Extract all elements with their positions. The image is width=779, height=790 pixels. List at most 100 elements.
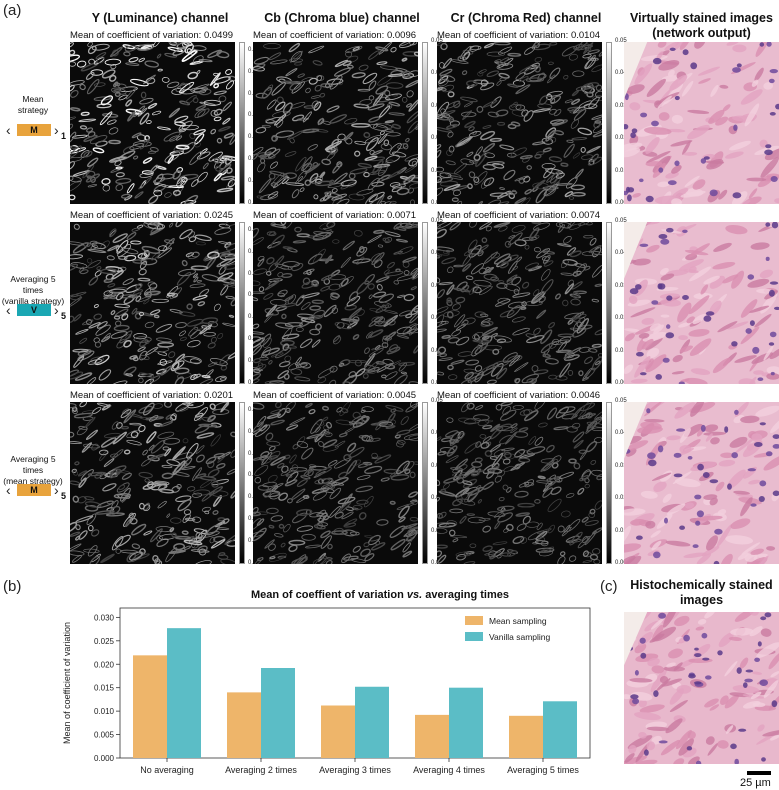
texture-stroke bbox=[345, 137, 353, 145]
texture-stroke bbox=[139, 112, 150, 125]
tissue-fiber bbox=[624, 328, 640, 332]
texture-stroke bbox=[133, 333, 148, 340]
colorbar bbox=[422, 222, 428, 384]
texture-stroke bbox=[290, 101, 306, 109]
nucleus bbox=[655, 374, 662, 380]
texture-stroke bbox=[132, 289, 144, 295]
texture-stroke bbox=[589, 508, 596, 515]
texture-stroke bbox=[286, 424, 299, 431]
nucleus bbox=[772, 490, 779, 497]
tissue-fiber bbox=[665, 171, 679, 179]
texture-stroke bbox=[275, 305, 288, 312]
tissue-fiber bbox=[748, 376, 757, 384]
tissue-fiber bbox=[740, 496, 753, 517]
nucleus bbox=[660, 238, 670, 245]
texture-stroke bbox=[174, 535, 191, 540]
texture-stroke bbox=[296, 494, 309, 504]
texture-stroke bbox=[110, 468, 122, 478]
texture-stroke bbox=[385, 271, 404, 277]
nucleus bbox=[717, 650, 723, 656]
texture-stroke bbox=[462, 49, 474, 55]
texture-stroke bbox=[198, 548, 207, 556]
nucleus bbox=[700, 424, 706, 432]
texture-stroke bbox=[253, 336, 262, 343]
texture-stroke bbox=[230, 298, 235, 307]
texture-stroke bbox=[70, 42, 74, 48]
texture-stroke bbox=[131, 307, 138, 315]
texture-stroke bbox=[183, 545, 191, 550]
channel-texture bbox=[70, 42, 235, 204]
texture-stroke bbox=[409, 471, 416, 479]
texture-stroke bbox=[329, 365, 338, 373]
column-title-cb: Cb (Chroma blue) channel bbox=[264, 11, 420, 25]
texture-stroke bbox=[586, 420, 598, 432]
texture-stroke bbox=[160, 365, 173, 376]
texture-stroke bbox=[356, 499, 369, 505]
texture-stroke bbox=[170, 517, 182, 524]
texture-stroke bbox=[546, 444, 555, 453]
texture-stroke bbox=[283, 523, 291, 533]
texture-stroke bbox=[370, 253, 382, 263]
texture-stroke bbox=[337, 133, 346, 141]
texture-stroke bbox=[255, 127, 267, 134]
texture-stroke bbox=[314, 426, 321, 433]
texture-stroke bbox=[201, 490, 215, 502]
texture-stroke bbox=[577, 535, 591, 549]
texture-stroke bbox=[290, 51, 303, 62]
texture-stroke bbox=[486, 51, 505, 57]
texture-stroke bbox=[216, 137, 223, 144]
texture-stroke bbox=[362, 373, 369, 379]
texture-stroke bbox=[206, 524, 220, 536]
texture-stroke bbox=[115, 172, 125, 178]
texture-stroke bbox=[362, 461, 373, 466]
texture-stroke bbox=[448, 175, 464, 180]
texture-stroke bbox=[570, 298, 581, 306]
texture-stroke bbox=[70, 296, 83, 307]
texture-stroke bbox=[270, 409, 283, 414]
texture-stroke bbox=[123, 51, 131, 57]
texture-stroke bbox=[582, 42, 594, 55]
texture-stroke bbox=[560, 272, 573, 276]
texture-stroke bbox=[492, 360, 509, 368]
texture-stroke bbox=[103, 458, 115, 468]
texture-stroke bbox=[125, 62, 140, 66]
texture-stroke bbox=[84, 496, 95, 501]
texture-stroke bbox=[370, 542, 386, 551]
texture-stroke bbox=[311, 281, 319, 288]
nucleus bbox=[768, 289, 775, 297]
texture-stroke bbox=[253, 506, 259, 515]
texture-stroke bbox=[312, 248, 326, 264]
texture-stroke bbox=[314, 180, 334, 187]
texture-stroke bbox=[536, 480, 554, 484]
colorbar-tick-label: 0.01 bbox=[615, 167, 627, 174]
texture-stroke bbox=[354, 140, 366, 145]
tissue-fiber bbox=[671, 165, 682, 174]
texture-stroke bbox=[147, 222, 166, 230]
texture-stroke bbox=[268, 524, 275, 529]
texture-stroke bbox=[70, 176, 82, 183]
texture-stroke bbox=[207, 361, 218, 367]
texture-stroke bbox=[493, 253, 511, 265]
texture-stroke bbox=[326, 78, 344, 85]
texture-stroke bbox=[445, 172, 461, 178]
texture-stroke bbox=[377, 74, 393, 86]
texture-stroke bbox=[266, 99, 277, 110]
texture-stroke bbox=[545, 93, 553, 101]
texture-stroke bbox=[565, 535, 580, 543]
virtually-stained-image bbox=[624, 222, 779, 384]
texture-stroke bbox=[253, 227, 260, 240]
texture-stroke bbox=[402, 96, 408, 103]
texture-stroke bbox=[197, 545, 208, 553]
texture-stroke bbox=[485, 266, 492, 273]
texture-stroke bbox=[87, 260, 101, 269]
tissue-fiber bbox=[624, 694, 632, 700]
nucleus bbox=[669, 47, 676, 51]
nucleus bbox=[747, 468, 756, 472]
texture-stroke bbox=[487, 511, 506, 518]
texture-stroke bbox=[138, 57, 145, 63]
texture-stroke bbox=[383, 309, 398, 315]
texture-stroke bbox=[124, 195, 133, 201]
texture-stroke bbox=[373, 163, 391, 168]
texture-stroke bbox=[110, 380, 128, 384]
texture-stroke bbox=[72, 134, 88, 139]
